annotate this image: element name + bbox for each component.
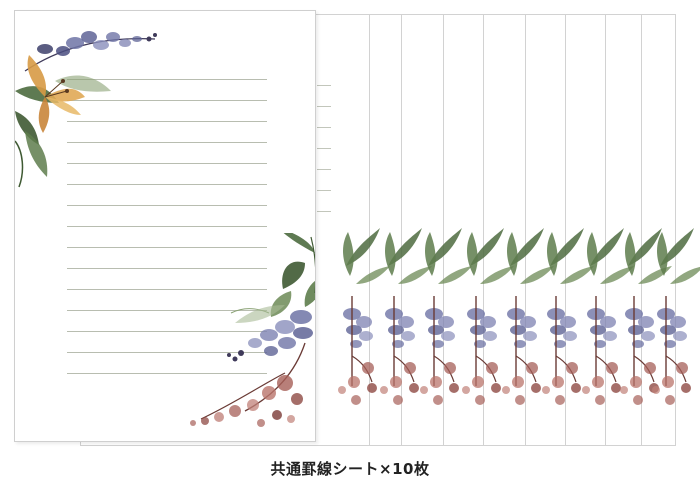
ruled-line (67, 247, 267, 248)
ruled-line (67, 184, 267, 185)
stack-ruled-line (317, 85, 331, 86)
floral-bouquet-top-left-icon (15, 31, 157, 188)
ruled-line (67, 100, 267, 101)
ruled-line (67, 289, 267, 290)
ruled-line (67, 205, 267, 206)
stack-ruled-line (317, 190, 331, 191)
stack-ruled-line (317, 106, 331, 107)
ruled-line (67, 163, 267, 164)
ruled-line (67, 373, 267, 374)
ruled-line (67, 310, 267, 311)
floral-bouquet-bottom-right-icon (190, 233, 315, 427)
ruled-line (67, 79, 267, 80)
stack-ruled-line (317, 211, 331, 212)
product-caption: 共通罫線シート×10枚 (270, 460, 430, 478)
ruled-line (67, 142, 267, 143)
stack-ruled-line (317, 127, 331, 128)
ruled-line (67, 331, 267, 332)
stack-ruled-line (317, 148, 331, 149)
ruled-line (67, 121, 267, 122)
stack-ruled-line (317, 169, 331, 170)
ruled-line (67, 226, 267, 227)
front-letter-sheet (14, 10, 316, 442)
ruled-line (67, 268, 267, 269)
ruled-line (67, 352, 267, 353)
